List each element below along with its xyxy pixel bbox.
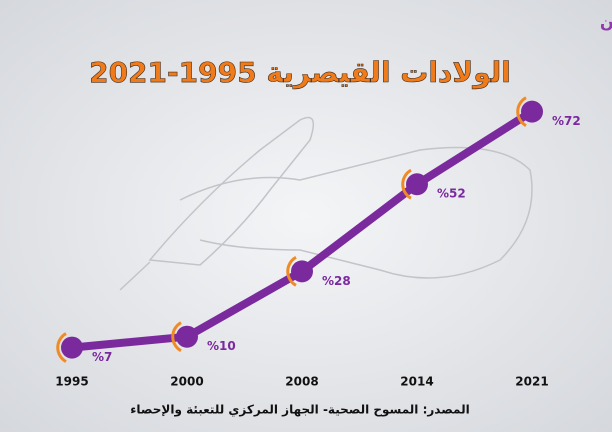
logo: شريكة ولكن [600, 12, 612, 31]
data-label: %72 [552, 114, 581, 128]
chart-title: الولادات القيصرية 1995-2021 [89, 56, 511, 89]
x-tick-label: 2000 [170, 375, 203, 389]
marker-accent [286, 256, 297, 287]
x-tick-label: 2021 [515, 375, 548, 389]
data-label: %10 [207, 339, 236, 353]
point [61, 336, 83, 359]
data-label: %28 [322, 274, 351, 288]
x-tick-label: 2014 [400, 375, 433, 389]
x-tick-label: 1995 [55, 375, 88, 389]
sketch [119, 116, 533, 291]
data-label: %52 [437, 187, 466, 201]
point [406, 173, 428, 196]
x-tick-label: 2008 [285, 375, 318, 389]
data-label: %7 [92, 350, 112, 364]
point [176, 325, 198, 348]
point [291, 260, 313, 283]
marker-accent [56, 332, 67, 363]
source-note: المصدر: المسوح الصحية- الجهاز المركزي لل… [130, 403, 469, 418]
marker-accent [401, 168, 412, 200]
point [521, 100, 543, 123]
marker-accent [171, 321, 182, 353]
marker-accent [516, 96, 527, 127]
